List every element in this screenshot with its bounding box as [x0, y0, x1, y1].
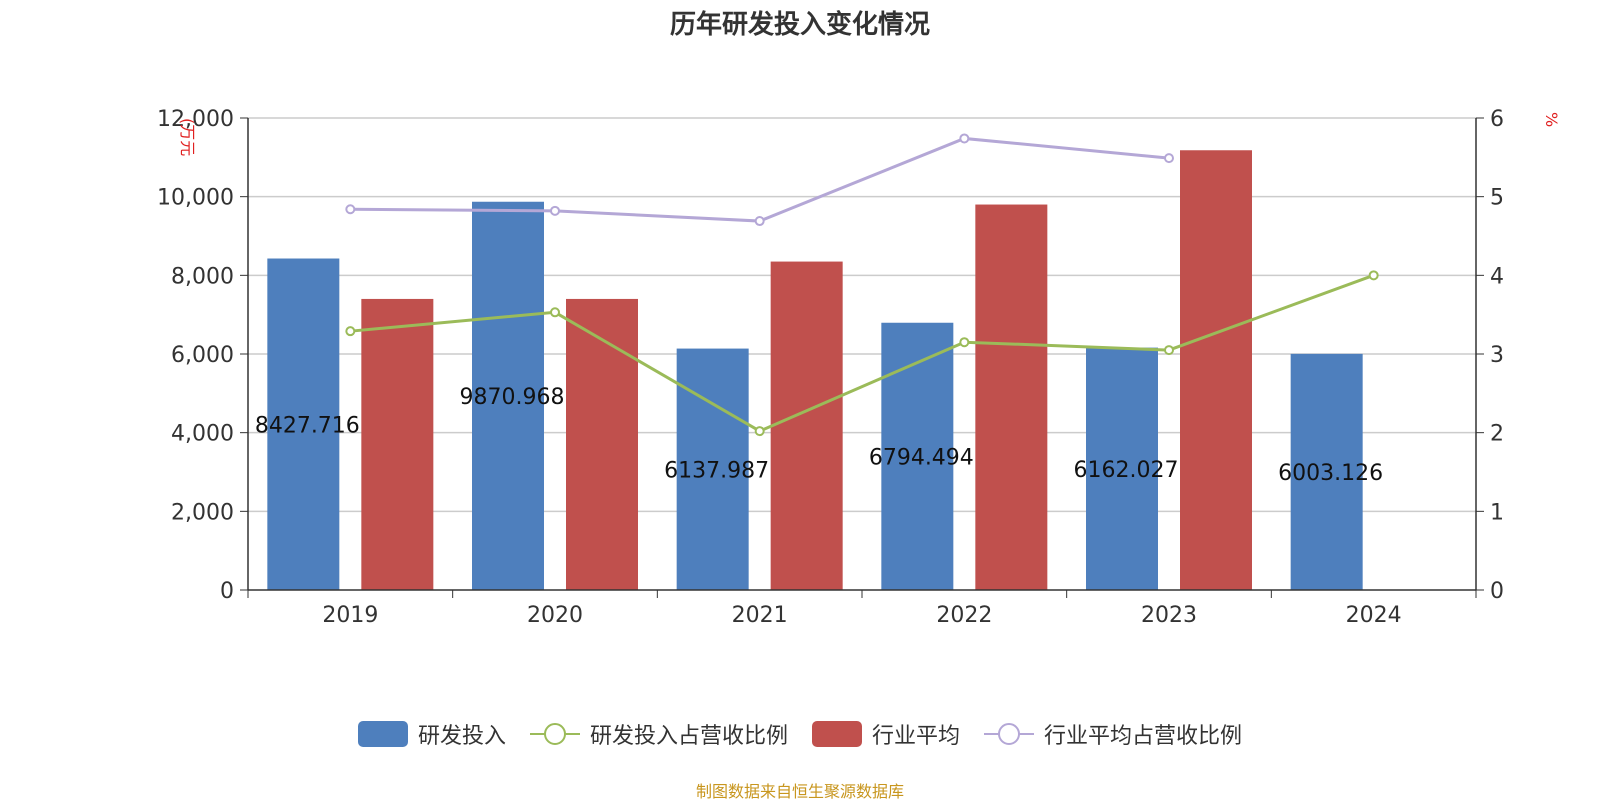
bar — [975, 204, 1048, 591]
line-point — [1164, 153, 1174, 164]
bar — [267, 258, 340, 590]
legend-item-industry-ratio[interactable]: 行业平均占营收比例 — [984, 718, 1242, 750]
legend-bar-swatch-blue-icon — [357, 721, 408, 747]
legend-line-marker-green-icon — [529, 723, 580, 745]
right-tick-label: 5 — [1490, 186, 1504, 211]
x-tick-label: 2024 — [1346, 603, 1402, 628]
legend-item-rd-ratio[interactable]: 研发投入占营收比例 — [529, 718, 788, 750]
bar-data-label: 6137.987 — [664, 458, 769, 483]
line-point — [550, 205, 560, 216]
bar — [566, 298, 638, 590]
line-point — [1368, 270, 1379, 281]
data-labels: 8427.716 9870.968 6137.987 6794.494 6162.027… — [255, 385, 1383, 486]
bar-data-label: 6003.126 — [1278, 461, 1383, 486]
right-tick-label: 3 — [1490, 343, 1504, 368]
series-line — [350, 273, 1375, 433]
legend-label: 行业平均 — [872, 724, 961, 749]
bar — [770, 261, 843, 590]
bar-data-label: 6162.027 — [1074, 458, 1179, 483]
bar — [472, 201, 544, 590]
legend-bar-swatch-red-icon — [812, 721, 862, 747]
left-tick-label: 8,000 — [171, 264, 234, 289]
bar — [1290, 353, 1363, 590]
line-point — [1164, 345, 1174, 356]
bar — [881, 322, 954, 590]
legend: 研发投入 研发投入占营收比例 行业平均 行业平均占营收比例 — [0, 718, 1600, 750]
x-tick-label: 2019 — [322, 603, 378, 628]
chart-title: 历年研发投入变化情况 — [669, 10, 930, 40]
legend-item-industry[interactable]: 行业平均 — [812, 718, 960, 750]
legend-label: 研发投入 — [417, 724, 506, 749]
right-tick-label: 6 — [1490, 107, 1504, 132]
x-tick-label: 2020 — [527, 603, 583, 628]
left-tick-label: 10,000 — [157, 186, 234, 211]
left-tick-label: 2,000 — [171, 500, 234, 525]
line-point — [550, 307, 560, 318]
line-series — [345, 133, 1379, 437]
legend-label: 研发投入占营收比例 — [589, 724, 788, 749]
bar — [1180, 150, 1252, 590]
left-tick-label: 12,000 — [157, 107, 234, 132]
bar-data-label: 8427.716 — [255, 413, 360, 438]
line-point — [754, 426, 765, 437]
chart-plot: 0 2,000 4,000 6,000 8,000 10,000 12,000 0 1 2 3 4 5 6… — [157, 107, 1561, 628]
source-note: 制图数据来自恒生聚源数据库 — [695, 782, 904, 801]
x-tick-label: 2021 — [732, 603, 788, 628]
right-tick-label: 0 — [1490, 579, 1504, 604]
x-tick-label: 2023 — [1141, 603, 1197, 628]
legend-line-marker-purple-icon — [984, 723, 1035, 745]
bar-data-label: 6794.494 — [869, 445, 974, 470]
bar-series — [267, 150, 1363, 591]
right-tick-label: 1 — [1490, 500, 1504, 525]
bar-data-label: 9870.968 — [460, 385, 565, 410]
line-point — [345, 326, 356, 337]
right-tick-label: 4 — [1490, 264, 1504, 289]
line-point — [959, 337, 970, 348]
line-point — [754, 216, 765, 227]
y-right-unit-label: % — [1542, 112, 1561, 127]
line-point — [959, 133, 970, 144]
left-tick-label: 0 — [220, 579, 234, 604]
axes: 0 2,000 4,000 6,000 8,000 10,000 12,000 0 1 2 3 4 5 6… — [157, 107, 1561, 628]
left-tick-label: 6,000 — [171, 343, 234, 368]
line-point — [345, 204, 356, 215]
y-left-unit-label: (万元 — [178, 118, 197, 156]
x-tick-label: 2022 — [936, 603, 992, 628]
legend-item-rd[interactable]: 研发投入 — [357, 718, 506, 750]
bar — [1086, 347, 1158, 590]
legend-label: 行业平均占营收比例 — [1044, 724, 1243, 749]
grid-lines — [248, 117, 1476, 513]
right-tick-label: 2 — [1490, 422, 1504, 447]
left-tick-label: 4,000 — [171, 422, 234, 447]
bar — [361, 298, 434, 590]
